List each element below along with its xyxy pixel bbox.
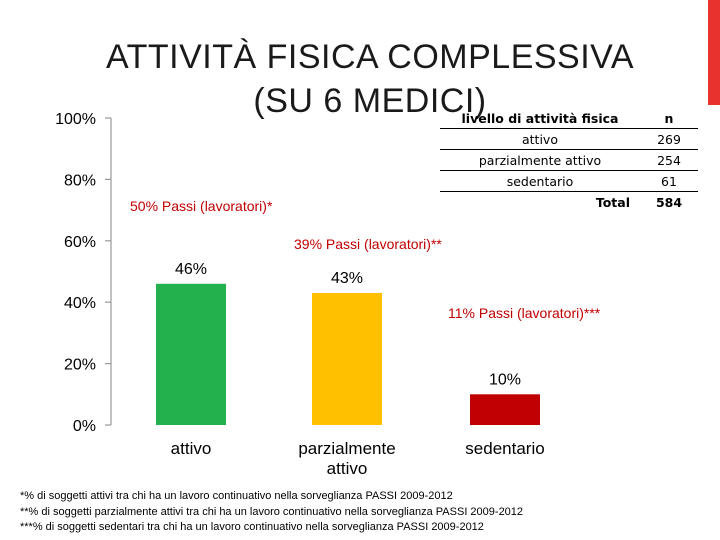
x-tick-label-line: attivo bbox=[171, 439, 212, 458]
passi-annotation: 39% Passi (lavoratori)** bbox=[294, 236, 442, 252]
x-tick-label: parzialmente attivo bbox=[298, 439, 395, 478]
table-cell-n: 254 bbox=[640, 149, 698, 171]
y-tick-label: 20% bbox=[64, 357, 96, 374]
y-tick-label: 40% bbox=[64, 295, 96, 312]
x-tick-label-line: attivo bbox=[327, 459, 368, 478]
y-tick-label: 0% bbox=[73, 418, 96, 435]
table-cell-label: attivo bbox=[440, 128, 640, 150]
table-row: parzialmente attivo 254 bbox=[440, 149, 698, 171]
bar-sedentario bbox=[470, 394, 540, 425]
data-label: 43% bbox=[331, 270, 363, 287]
passi-annotation: 50% Passi (lavoratori)* bbox=[130, 198, 273, 214]
table-cell-label: parzialmente attivo bbox=[440, 149, 640, 171]
x-tick-label: attivo bbox=[171, 439, 212, 458]
footnotes: *% di soggetti attivi tra chi ha un lavo… bbox=[20, 489, 700, 536]
table-total-n: 584 bbox=[655, 194, 683, 210]
table-header-n: n bbox=[640, 108, 698, 129]
y-tick-label: 80% bbox=[64, 172, 96, 189]
footnote-1: *% di soggetti attivi tra chi ha un lavo… bbox=[20, 490, 453, 502]
x-tick-label: sedentario bbox=[465, 439, 544, 458]
passi-annotation: 11% Passi (lavoratori)*** bbox=[448, 305, 601, 321]
y-tick-label: 60% bbox=[64, 234, 96, 251]
table-row: attivo 269 bbox=[440, 128, 698, 150]
table-row: sedentario 61 bbox=[440, 170, 698, 192]
y-tick-label: 100% bbox=[55, 111, 96, 128]
table-header-row: livello di attività fisica n bbox=[440, 108, 698, 129]
footnote-3: ***% di soggetti sedentari tra chi ha un… bbox=[20, 521, 484, 533]
bars bbox=[156, 283, 540, 425]
table-cell-n: 61 bbox=[640, 170, 698, 192]
accent-bar bbox=[708, 0, 720, 105]
x-tick-label-line: parzialmente bbox=[298, 439, 395, 458]
table-header-level: livello di attività fisica bbox=[440, 108, 640, 129]
table-total-row: Total 584 bbox=[440, 192, 698, 213]
table-cell-label: sedentario bbox=[440, 170, 640, 192]
x-tick-label-line: sedentario bbox=[465, 439, 544, 458]
passi-annotations: 50% Passi (lavoratori)* 39% Passi (lavora… bbox=[130, 198, 601, 321]
footnote-2: **% di soggetti parzialmente attivi tra … bbox=[20, 505, 524, 518]
sample-size-table: livello di attività fisica n attivo 269 … bbox=[440, 108, 698, 212]
bar-attivo bbox=[156, 283, 226, 425]
data-label: 46% bbox=[175, 261, 207, 278]
slide-title: ATTIVITÀ FISICA COMPLESSIVA (SU 6 MEDICI… bbox=[40, 35, 700, 123]
bar-parzialmente-attivo bbox=[312, 292, 382, 425]
y-axis: 0% 20% 40% 60% 80% 100% bbox=[55, 111, 112, 435]
data-label: 10% bbox=[489, 371, 521, 388]
table-cell-n: 269 bbox=[640, 128, 698, 150]
title-line-1: ATTIVITÀ FISICA COMPLESSIVA bbox=[105, 37, 634, 76]
table-total-label: Total bbox=[595, 194, 630, 210]
